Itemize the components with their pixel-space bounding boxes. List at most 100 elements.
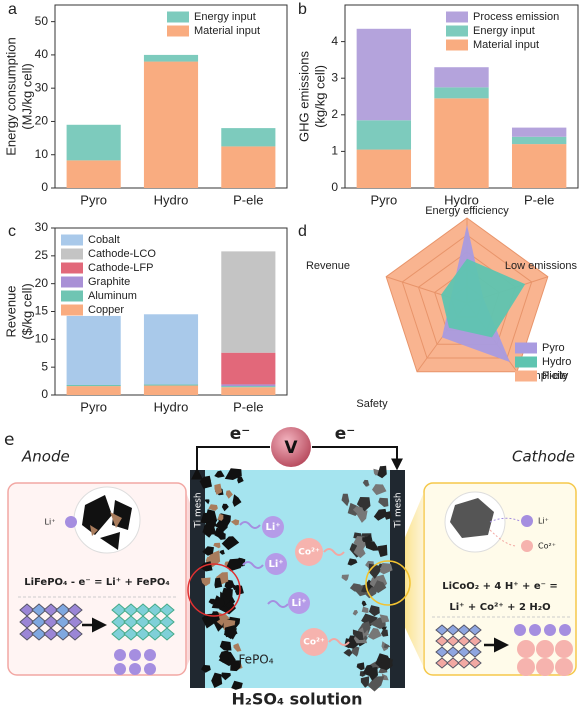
bar-segment (143, 61, 199, 188)
panel-label: d (298, 223, 307, 240)
legend-label: Copper (88, 304, 124, 316)
electrode (190, 470, 205, 688)
y-tick-label: 25 (35, 248, 49, 262)
ion (536, 640, 554, 658)
panel-label: c (8, 223, 16, 240)
particle (377, 544, 388, 557)
radar-ring (401, 234, 533, 359)
particle (356, 662, 365, 671)
ion (555, 658, 573, 676)
y-axis-label: ($/kg cell) (19, 283, 34, 339)
particle (232, 494, 242, 507)
x-tick-label: Pyro (80, 399, 107, 414)
particle (237, 476, 244, 484)
legend-label: Process emission (473, 11, 559, 23)
crystal-cell (159, 627, 175, 641)
ion-label: Li⁺ (291, 598, 306, 609)
ion (555, 640, 573, 658)
y-axis-label: (kg/kg cell) (312, 65, 327, 128)
legend-label: Material input (194, 25, 260, 37)
particle (341, 493, 350, 507)
bar-segment (221, 352, 276, 385)
particle (378, 497, 389, 507)
crystal-cell (468, 657, 482, 669)
particle (352, 506, 364, 515)
particle (219, 650, 229, 663)
ion (262, 516, 284, 538)
bar-segment (66, 124, 121, 161)
crystal-cell (468, 646, 482, 658)
bar-segment (434, 67, 489, 88)
bar-segment (221, 387, 276, 395)
particle (224, 579, 235, 591)
y-tick-label: 15 (35, 304, 49, 318)
particle (352, 629, 364, 640)
particle (353, 544, 366, 559)
crystal-cell (468, 624, 482, 636)
particle (201, 664, 211, 673)
legend-swatch (515, 342, 537, 354)
particle (230, 519, 240, 526)
ion (517, 658, 535, 676)
particle (214, 483, 223, 495)
radar-area (441, 258, 526, 338)
ion-label: Li⁺ (268, 559, 283, 570)
y-tick-label: 40 (35, 47, 49, 61)
particle (362, 479, 369, 487)
ion-label: Li⁺ (45, 518, 56, 527)
panel-label: b (298, 1, 307, 18)
legend-swatch (515, 370, 537, 382)
particle (221, 503, 229, 512)
y-tick-label: 0 (41, 180, 48, 194)
ion (536, 658, 554, 676)
ion (129, 649, 141, 661)
particle (224, 468, 242, 480)
ion (544, 624, 556, 636)
ion-label: Co²⁺ (538, 542, 556, 551)
legend-swatch (61, 248, 83, 260)
bar-segment (434, 98, 489, 188)
particle (367, 627, 382, 640)
x-tick-label: P-ele (233, 399, 263, 414)
y-tick-label: 0 (331, 180, 338, 194)
crystal-cell (67, 627, 83, 641)
particle (364, 540, 380, 551)
y-tick-label: 20 (35, 114, 49, 128)
wire (191, 446, 270, 480)
y-tick-label: 20 (35, 276, 49, 290)
y-tick-label: 4 (331, 34, 338, 48)
bar-segment (511, 136, 567, 145)
particle (230, 660, 242, 672)
electron-label: e⁻ (335, 424, 356, 444)
bar-segment (221, 146, 276, 188)
bar-segment (356, 120, 412, 150)
ion-label: Co²⁺ (303, 638, 325, 648)
crystal (19, 603, 175, 675)
panel-label: a (8, 1, 17, 18)
y-tick-label: 0 (41, 387, 48, 401)
flow-arrow (489, 517, 521, 523)
particle (231, 680, 243, 690)
equation: Li⁺ + Co²⁺ + 2 H₂O (449, 602, 550, 613)
particle (381, 629, 389, 637)
ion-label: Co²⁺ (298, 548, 320, 558)
particle (216, 531, 226, 540)
particle (368, 605, 380, 617)
particle (200, 512, 212, 523)
electrode (390, 470, 405, 688)
electrolyte-label: H₂SO₄ solution (231, 690, 362, 709)
particle (214, 577, 223, 589)
flow-arrow (323, 548, 345, 556)
legend-swatch (61, 262, 83, 274)
bar-segment (143, 314, 199, 385)
particle (373, 508, 388, 521)
ion (265, 553, 287, 575)
y-axis-label: GHG emissions (296, 50, 311, 142)
legend-label: Cathode-LFP (88, 262, 153, 274)
flow-arrow (239, 521, 261, 529)
y-tick-label: 2 (331, 107, 338, 121)
particle (208, 504, 218, 511)
particle (211, 672, 223, 688)
particle (379, 659, 394, 670)
